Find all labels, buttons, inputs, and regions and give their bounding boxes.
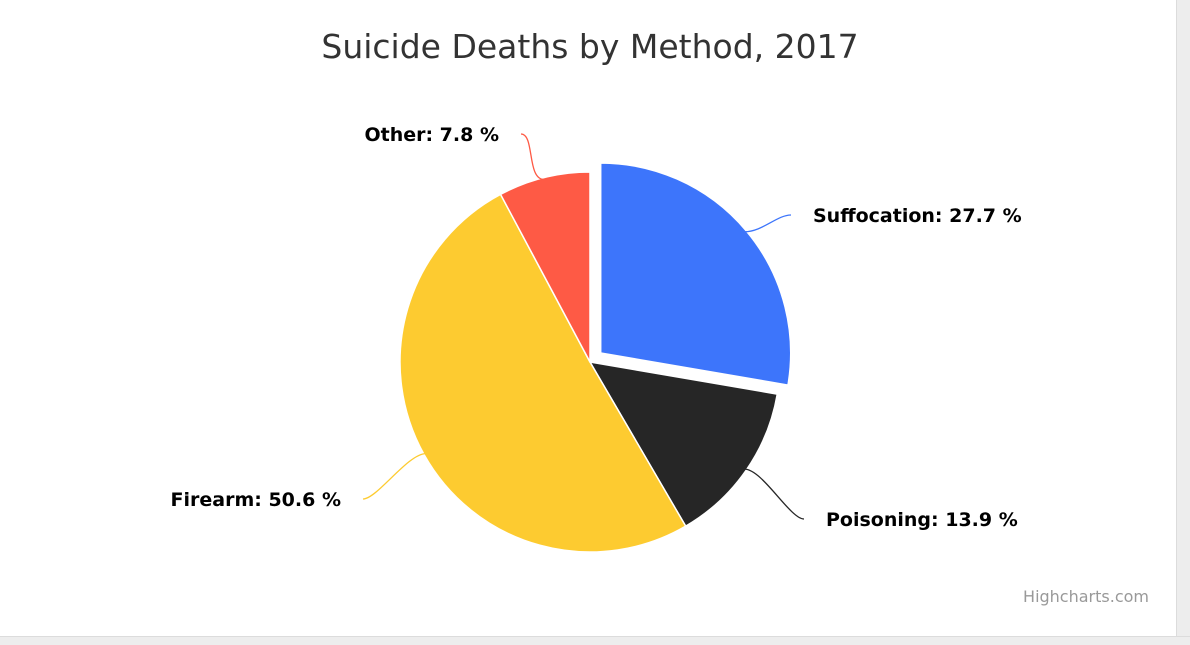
data-label-firearm: Firearm: 50.6 % [171,489,341,511]
connector-other [520,133,545,181]
window-bottom-edge [0,636,1190,645]
data-labels: Suffocation: 27.7 % Poisoning: 13.9 % Fire… [171,124,1022,531]
data-label-other: Other: 7.8 % [364,124,499,146]
connector-suffocation [744,214,792,233]
connector-poisoning [744,468,805,520]
pie-slice-suffocation[interactable] [599,162,792,386]
connector-firearm [362,452,426,500]
chart-title: Suicide Deaths by Method, 2017 [321,27,858,66]
data-label-suffocation: Suffocation: 27.7 % [813,205,1022,227]
pie-slice-firearm[interactable] [399,193,687,553]
pie-slice-other[interactable] [499,171,591,363]
pie-slices [399,162,792,553]
chart-container: Suicide Deaths by Method, 2017 Suffocati… [170,27,1149,606]
data-label-poisoning: Poisoning: 13.9 % [826,509,1018,531]
pie-slice-poisoning[interactable] [589,361,779,527]
pie-chart: Suicide Deaths by Method, 2017 Suffocati… [171,27,1149,606]
window-right-edge [1176,0,1190,644]
label-connectors [362,133,805,520]
credits-link[interactable]: Highcharts.com [1023,587,1149,606]
